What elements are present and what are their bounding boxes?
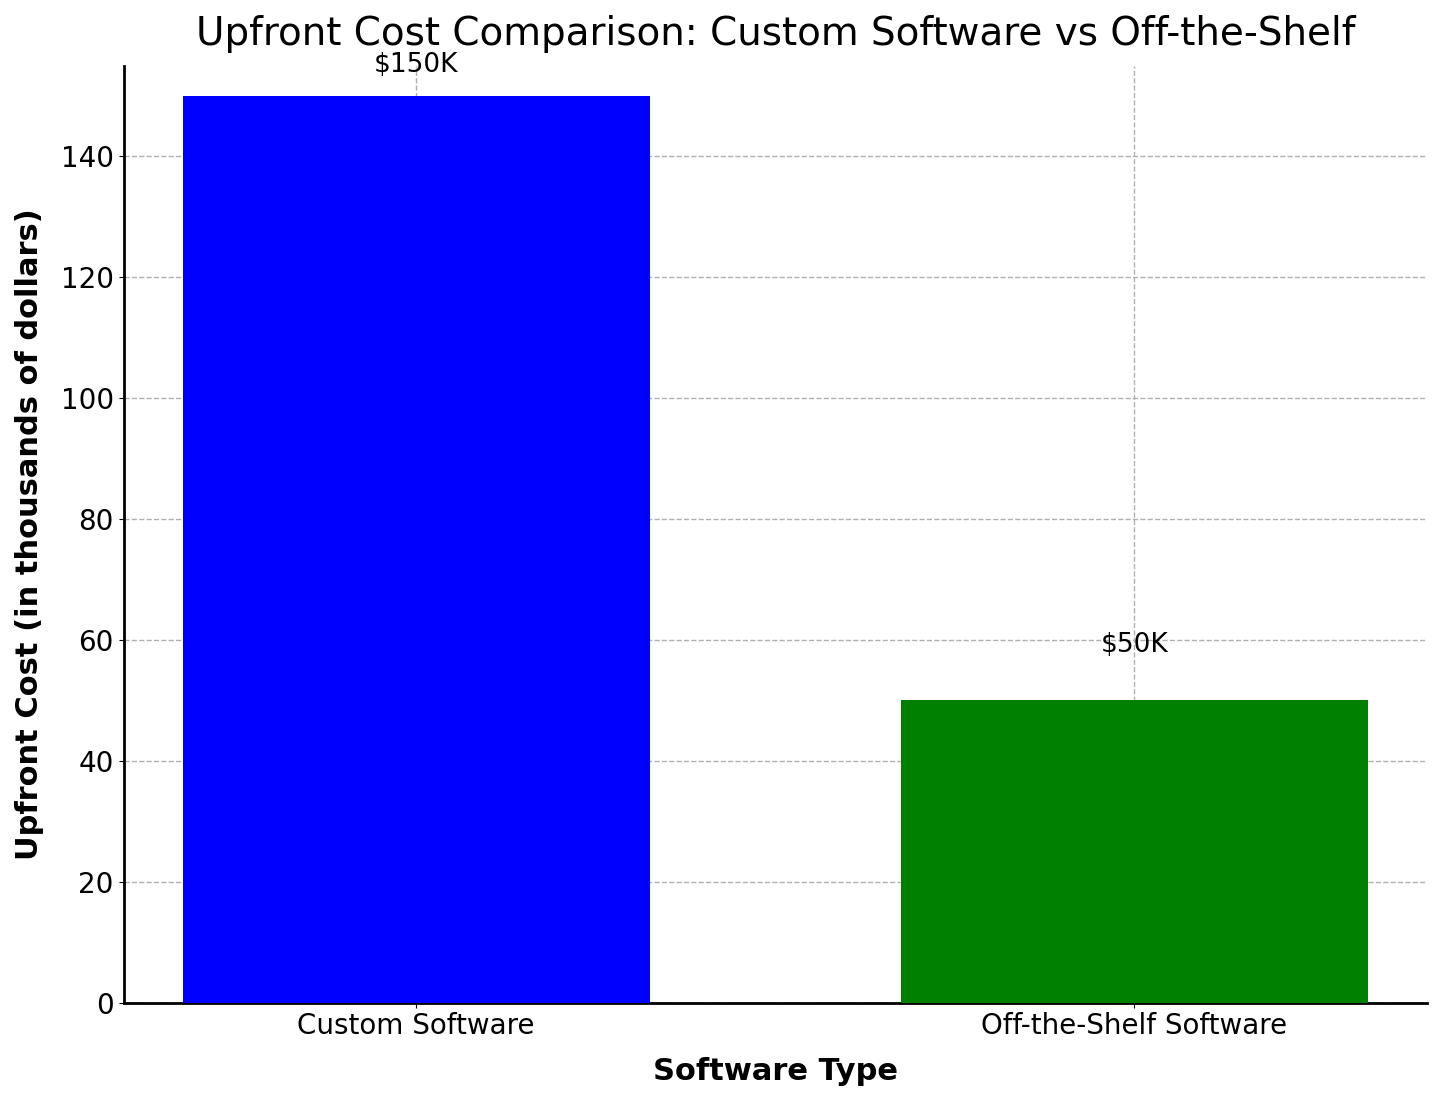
X-axis label: Software Type: Software Type [653, 1057, 898, 1086]
Title: Upfront Cost Comparison: Custom Software vs Off-the-Shelf: Upfront Cost Comparison: Custom Software… [196, 15, 1355, 53]
Text: $50K: $50K [1100, 632, 1168, 658]
Y-axis label: Upfront Cost (in thousands of dollars): Upfront Cost (in thousands of dollars) [14, 208, 45, 860]
Bar [183, 96, 649, 1003]
Text: $150K: $150K [373, 52, 459, 78]
Bar [901, 700, 1368, 1003]
